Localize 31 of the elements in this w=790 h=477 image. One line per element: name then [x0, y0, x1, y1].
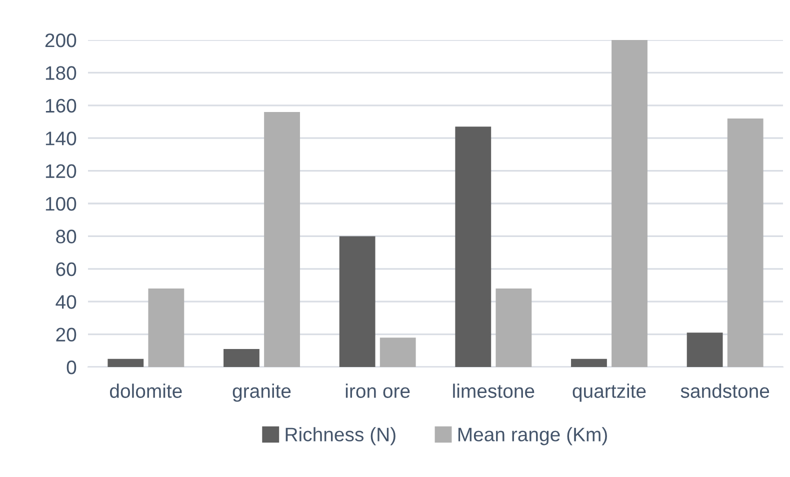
bar [264, 112, 300, 367]
bar [224, 349, 260, 367]
y-tick-label: 100 [46, 196, 76, 211]
y-tick-label: 40 [56, 295, 76, 309]
x-tick-label: iron ore [346, 384, 410, 398]
bar [108, 358, 144, 367]
y-tick-label: 160 [46, 98, 76, 113]
y-tick-label: 60 [56, 262, 76, 276]
bar [496, 288, 532, 367]
legend-label: Mean range (Km) [458, 427, 607, 446]
x-tick-label: sandstone [680, 384, 770, 398]
y-tick-label: 140 [46, 132, 76, 146]
bar [455, 126, 492, 367]
legend-label: Richness (N) [286, 427, 396, 446]
bar [148, 288, 184, 367]
y-tick-label: 180 [46, 66, 76, 80]
y-tick-label: 120 [46, 164, 76, 178]
bar [727, 118, 764, 367]
bar [571, 358, 607, 367]
y-tick-label: 20 [56, 328, 76, 342]
x-tick-label: granite [232, 384, 291, 402]
bar [612, 40, 648, 367]
x-tick-label: limestone [453, 384, 534, 398]
y-tick-label: 0 [66, 360, 76, 374]
bar [380, 338, 416, 367]
y-tick-label: 80 [56, 230, 76, 244]
bar [686, 332, 723, 367]
x-tick-label: quartzite [572, 384, 646, 402]
y-tick-label: 200 [45, 33, 76, 48]
x-tick-label: dolomite [110, 384, 182, 398]
bar [339, 236, 376, 367]
